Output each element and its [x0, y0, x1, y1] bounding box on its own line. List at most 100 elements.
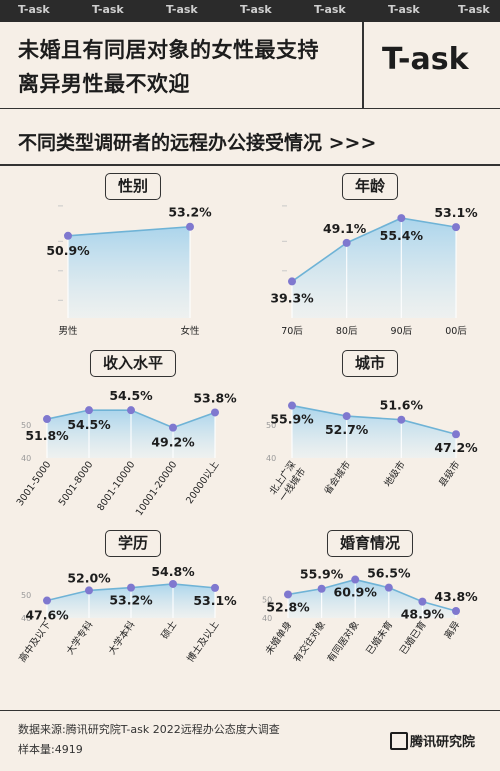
area-fill [288, 579, 456, 618]
header-divider [362, 22, 364, 108]
data-point [169, 423, 177, 432]
x-tick-label: 离异 [442, 618, 463, 641]
data-point [342, 412, 351, 421]
x-tick-label: 10001-20000 [134, 459, 180, 518]
x-tick-label: 70后 [281, 326, 303, 337]
data-point [43, 415, 51, 424]
area-fill [292, 405, 456, 458]
watermark-text: T-ask [314, 3, 346, 16]
x-tick-label: 80后 [336, 326, 358, 337]
series-line [67, 225, 191, 237]
watermark-text: T-ask [92, 3, 124, 16]
data-point [64, 231, 72, 240]
data-label: 53.1% [193, 593, 237, 608]
footer-logo-text: 腾讯研究院 [410, 735, 476, 750]
series-line [291, 404, 457, 436]
data-label: 53.1% [434, 205, 478, 220]
chart-title: 婚育情况 [326, 530, 414, 557]
x-tick-label: 已婚已育 [397, 619, 429, 657]
top-watermark-bar: T-ask T-ask T-ask T-ask T-ask T-ask T-as… [0, 0, 500, 22]
data-point [127, 406, 135, 415]
data-point [211, 408, 219, 417]
data-point [452, 607, 460, 616]
section-title: 不同类型调研者的远程办公接受情况 >>> [18, 132, 377, 154]
chart-panel-3: 50 40 55.9% 52.7% 51.6% 47.2% 北上广深一线城市 省会城市 地级市 县… [266, 398, 478, 504]
data-point [284, 590, 292, 599]
y-tick-label: 40 [21, 614, 31, 623]
y-tick-label: 40 [266, 454, 276, 463]
brand-logo: T-ask [382, 42, 469, 77]
area-fill [292, 218, 456, 318]
area-fill [68, 226, 190, 318]
data-label: 51.6% [380, 398, 424, 413]
x-tick-label: 8001-10000 [95, 459, 137, 513]
x-tick-label: 博士及以上 [184, 618, 221, 664]
y-tick-label: 50 [266, 421, 276, 430]
data-label: 53.2% [109, 593, 153, 608]
x-tick-label: 高中及以下 [16, 619, 53, 665]
x-tick-label: 已婚未育 [364, 619, 396, 657]
data-label: 52.0% [67, 570, 111, 585]
data-label: 49.1% [323, 221, 367, 236]
x-tick-label: 未婚单身 [263, 619, 295, 657]
data-point [452, 223, 460, 232]
data-label: 60.9% [334, 585, 378, 600]
data-point [351, 575, 360, 584]
data-label: 55.9% [300, 567, 344, 582]
headline-line-1: 未婚且有同居对象的女性最支持 [18, 38, 319, 62]
chart-title: 学历 [104, 530, 162, 557]
chart-panel-0: 50.9% 53.2% 男性 女性 [46, 205, 212, 337]
chart-title: 年龄 [341, 173, 399, 200]
series-line [287, 578, 457, 612]
data-point [342, 238, 351, 247]
data-label: 50.9% [46, 243, 90, 258]
y-tick-label: 50 [262, 596, 272, 605]
chart-title: 性别 [104, 173, 162, 200]
x-tick-label: 男性 [58, 325, 78, 337]
section-divider [0, 164, 500, 166]
data-point [127, 583, 135, 592]
data-label: 52.7% [325, 422, 369, 437]
data-point [169, 579, 177, 588]
data-point [397, 415, 406, 424]
x-tick-label: 90后 [391, 326, 413, 337]
x-tick-label: 3001-5000 [15, 459, 54, 508]
data-point [452, 430, 460, 439]
data-label: 55.4% [380, 228, 424, 243]
data-label: 54.5% [67, 417, 111, 432]
x-tick-label: 20000以上 [184, 459, 222, 506]
data-point [288, 277, 296, 286]
x-tick-label: 5001-8000 [57, 459, 96, 508]
data-label: 52.8% [266, 599, 310, 614]
data-label: 39.3% [270, 290, 314, 305]
data-point [317, 584, 326, 593]
data-label: 49.2% [151, 435, 195, 450]
headline-line-2: 离异男性最不欢迎 [18, 72, 190, 96]
data-point [186, 222, 194, 231]
series-line [291, 217, 457, 283]
watermark-text: T-ask [388, 3, 420, 16]
data-point [85, 586, 93, 595]
data-label: 47.2% [434, 440, 478, 455]
chart-title: 收入水平 [89, 350, 177, 377]
watermark-text: T-ask [458, 3, 490, 16]
data-point [211, 583, 219, 592]
footer: 数据来源:腾讯研究院T-ask 2022远程办公态度大调查 样本量:4919 腾… [0, 710, 500, 771]
x-tick-label: 有同居对象 [325, 618, 362, 664]
header: 未婚且有同居对象的女性最支持 离异男性最不欢迎 T-ask [0, 22, 500, 109]
watermark-text: T-ask [166, 3, 198, 16]
chart-panel-1: 39.3% 49.1% 55.4% 53.1% 70后 80后 90后 00后 [270, 205, 478, 337]
data-label: 43.8% [434, 589, 478, 604]
data-point [288, 401, 296, 410]
data-point [43, 596, 51, 605]
data-label: 54.8% [151, 564, 195, 579]
tencent-research-logo-icon [390, 732, 408, 750]
y-tick-label: 50 [21, 591, 31, 600]
x-tick-label: 大学专科 [64, 618, 96, 656]
y-tick-label: 40 [21, 454, 31, 463]
data-label: 48.9% [401, 607, 445, 622]
